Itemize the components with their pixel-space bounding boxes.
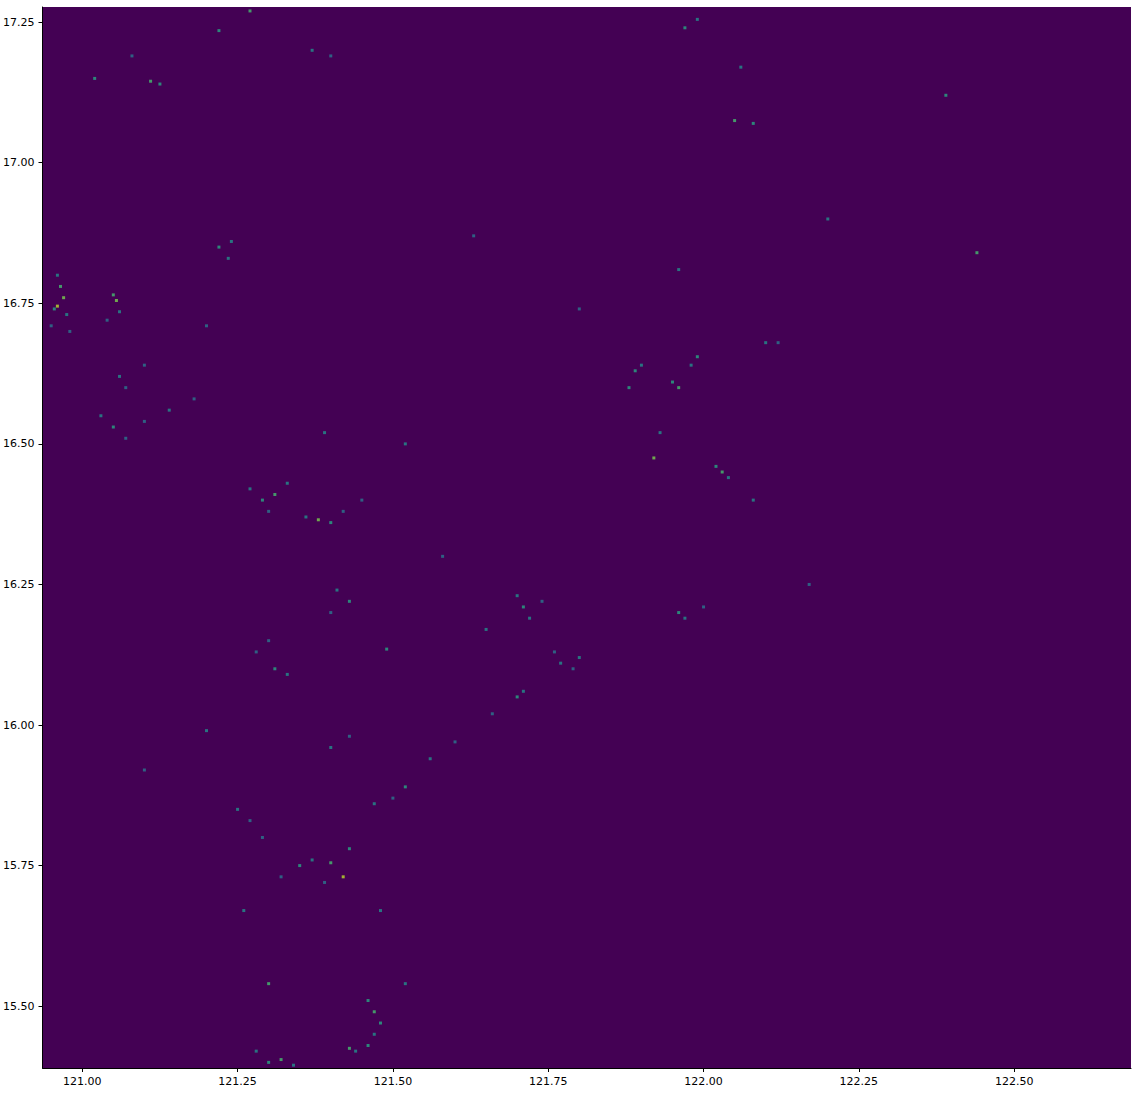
svg-text:17.00: 17.00	[3, 156, 35, 169]
svg-text:16.50: 16.50	[3, 437, 35, 450]
svg-text:16.75: 16.75	[3, 297, 35, 310]
svg-text:121.75: 121.75	[529, 1075, 568, 1088]
svg-text:121.00: 121.00	[63, 1075, 102, 1088]
svg-text:122.50: 122.50	[995, 1075, 1034, 1088]
svg-text:17.25: 17.25	[3, 16, 35, 29]
svg-text:121.25: 121.25	[218, 1075, 257, 1088]
svg-text:15.75: 15.75	[3, 859, 35, 872]
svg-text:122.00: 122.00	[684, 1075, 723, 1088]
svg-text:121.50: 121.50	[374, 1075, 413, 1088]
svg-text:122.25: 122.25	[840, 1075, 879, 1088]
svg-text:15.50: 15.50	[3, 1000, 35, 1013]
svg-text:16.25: 16.25	[3, 578, 35, 591]
svg-text:16.00: 16.00	[3, 719, 35, 732]
